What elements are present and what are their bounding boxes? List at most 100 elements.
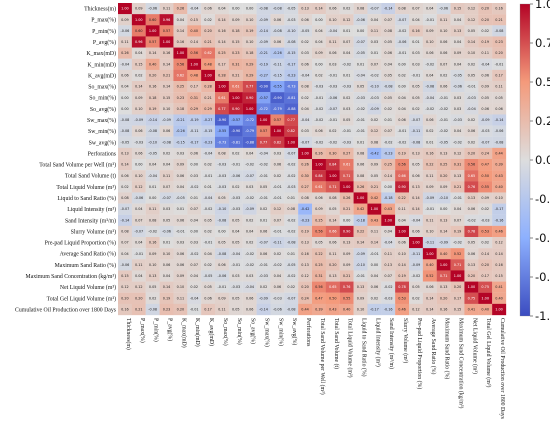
cell-value-label: 0.04 [454, 18, 462, 22]
heatmap-cell [312, 303, 327, 316]
heatmap-cell [464, 303, 479, 316]
heatmap-cell [367, 47, 382, 59]
cell-value-label: 0.06 [246, 296, 254, 300]
heatmap-cell [256, 270, 271, 282]
heatmap-cell [215, 181, 230, 193]
cell-value-label: 0.15 [495, 274, 503, 278]
cell-value-label: 0.04 [204, 252, 212, 256]
heatmap-cell [450, 225, 465, 238]
cell-value-label: -0.14 [384, 7, 393, 11]
heatmap-cell [353, 203, 368, 215]
cell-value-label: 0.04 [398, 107, 406, 111]
cell-value-label: 0.01 [190, 196, 198, 200]
heatmap-cell [242, 259, 257, 271]
cell-value-label: 0.56 [468, 163, 476, 167]
heatmap-cell [284, 103, 299, 115]
cell-value-label: -0.06 [439, 7, 448, 11]
cell-value-label: 1.00 [481, 296, 489, 300]
cell-value-label: -0.02 [287, 174, 296, 178]
heatmap-cell [367, 36, 382, 48]
cell-value-label: 0.00 [232, 7, 240, 11]
heatmap-cell [298, 225, 313, 238]
heatmap-cell [339, 192, 354, 204]
cell-value-label: 0.09 [135, 7, 143, 11]
heatmap-cell [145, 225, 160, 238]
cell-value-label: -0.06 [148, 7, 157, 11]
heatmap-cell [173, 114, 188, 126]
cell-value-label: -0.08 [218, 218, 227, 222]
heatmap-cell [464, 3, 479, 15]
cell-value-label: 0.09 [149, 252, 157, 256]
cell-value-label: 0.05 [384, 40, 392, 44]
cell-value-label: 0.06 [121, 74, 129, 78]
cell-value-label: 0.05 [343, 118, 351, 122]
heatmap-cell [436, 103, 451, 115]
heatmap-cell [492, 25, 507, 37]
heatmap-cell [187, 170, 202, 182]
heatmap-cell [256, 81, 271, 93]
cell-value-label: 0.10 [246, 18, 254, 22]
cell-value-label: 0.06 [274, 40, 282, 44]
colorbar-tick-label: 0.00 [535, 153, 550, 167]
cell-value-label: -0.01 [356, 129, 365, 133]
cell-value-label: 0.03 [301, 129, 309, 133]
cell-value-label: 0.10 [440, 29, 448, 33]
cell-value-label: 0.40 [495, 296, 503, 300]
cell-value-label: 0.14 [218, 40, 226, 44]
heatmap-cell [201, 214, 216, 226]
heatmap-cell [159, 81, 174, 93]
cell-value-label: -0.79 [245, 129, 254, 133]
cell-value-label: 0.14 [315, 7, 323, 11]
cell-value-label: 0.61 [343, 163, 351, 167]
heatmap-cell [312, 69, 327, 82]
cell-value-label: 0.07 [454, 218, 462, 222]
cell-value-label: 0.20 [149, 74, 157, 78]
cell-value-label: 0.00 [121, 107, 129, 111]
cell-value-label: 0.00 [371, 263, 379, 267]
heatmap-cell [353, 14, 368, 26]
cell-value-label: 0.11 [495, 85, 503, 89]
heatmap-cell [118, 81, 133, 93]
heatmap-cell [464, 270, 479, 282]
cell-value-label: -0.79 [273, 107, 282, 111]
cell-value-label: 0.14 [218, 18, 226, 22]
cell-value-label: 0.23 [495, 40, 503, 44]
heatmap-cell [478, 36, 493, 48]
heatmap-cell [284, 181, 299, 193]
heatmap-cell [339, 47, 354, 59]
cell-value-label: 0.40 [426, 263, 434, 267]
cell-value-label: 0.56 [398, 163, 406, 167]
heatmap-cell [381, 214, 396, 226]
heatmap-cell [131, 3, 146, 15]
cell-value-label: 1.00 [232, 96, 240, 100]
heatmap-cell [270, 125, 285, 137]
cell-value-label: 0.13 [412, 185, 420, 189]
y-tick-label: Sw_avg(%) [89, 139, 116, 146]
cell-value-label: -0.04 [301, 74, 310, 78]
cell-value-label: 0.01 [343, 74, 351, 78]
cell-value-label: 0.06 [440, 40, 448, 44]
y-tick-label: P_avg(%) [93, 39, 116, 46]
heatmap-cell [215, 58, 230, 70]
heatmap-cell [270, 181, 285, 193]
heatmap-cell [339, 292, 354, 304]
cell-value-label: 0.09 [357, 296, 365, 300]
cell-value-label: -0.06 [398, 40, 407, 44]
cell-value-label: 0.26 [315, 152, 323, 156]
cell-value-label: 0.09 [440, 185, 448, 189]
cell-value-label: 0.26 [343, 196, 351, 200]
heatmap-cell [450, 181, 465, 193]
cell-value-label: 0.11 [371, 29, 379, 33]
heatmap-cell [436, 81, 451, 93]
heatmap-cell [256, 225, 271, 238]
heatmap-cell [422, 281, 437, 293]
cell-value-label: -0.05 [439, 140, 448, 144]
heatmap-cell [450, 36, 465, 48]
cell-value-label: -0.15 [287, 51, 296, 55]
cell-value-label: -0.05 [204, 274, 213, 278]
heatmap-cell [284, 225, 299, 238]
cell-value-label: 0.10 [135, 107, 143, 111]
heatmap-cell [381, 69, 396, 82]
heatmap-cell [422, 147, 437, 160]
heatmap-cell [131, 259, 146, 271]
